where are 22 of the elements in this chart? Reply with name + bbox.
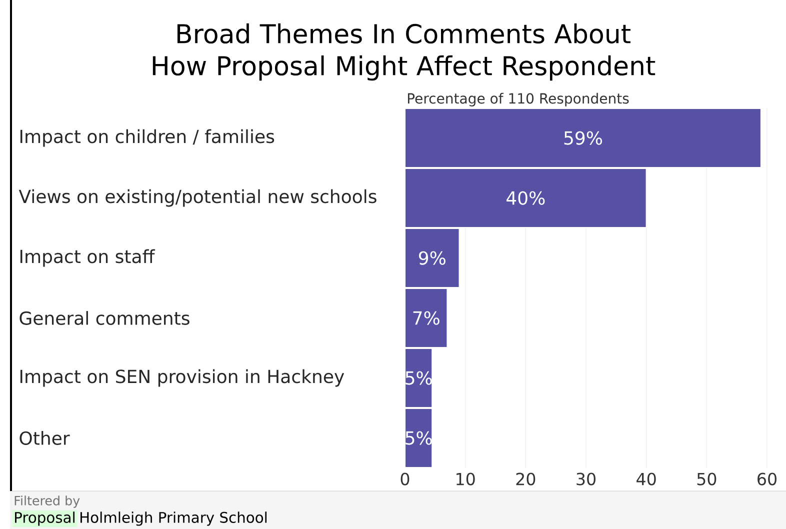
y-tick-label: Impact on SEN provision in Hackney xyxy=(20,369,344,387)
x-axis-title: Percentage of 110 Respondents xyxy=(408,92,629,106)
x-tick-label: 30 xyxy=(576,472,596,486)
y-tick-label: General comments xyxy=(20,311,190,325)
y-tick-label: Impact on staff xyxy=(20,249,156,267)
x-tick-label: 60 xyxy=(758,472,776,486)
y-tick-label: Impact on children / families xyxy=(20,129,274,147)
data-label: 9% xyxy=(419,251,446,265)
x-tick-label: 50 xyxy=(697,472,716,486)
x-tick-label: 40 xyxy=(636,472,656,486)
x-tick-label: 20 xyxy=(516,472,536,486)
y-tick-label: Views on existing/potential new schools xyxy=(18,189,376,207)
text: Holmleigh Primary School xyxy=(80,512,267,526)
text: Filtered by xyxy=(14,496,80,508)
chart-title: Broad Themes In Comments About How Proposal Might Affect Respondent xyxy=(152,23,656,81)
x-tick-label: 0 xyxy=(400,472,410,486)
y-tick-label: Other xyxy=(20,431,70,445)
data-label: 59% xyxy=(564,131,602,145)
x-tick-label: 10 xyxy=(456,472,475,486)
data-label: 40% xyxy=(506,191,545,205)
text: Proposal xyxy=(15,512,74,526)
data-label: 7% xyxy=(413,311,440,325)
